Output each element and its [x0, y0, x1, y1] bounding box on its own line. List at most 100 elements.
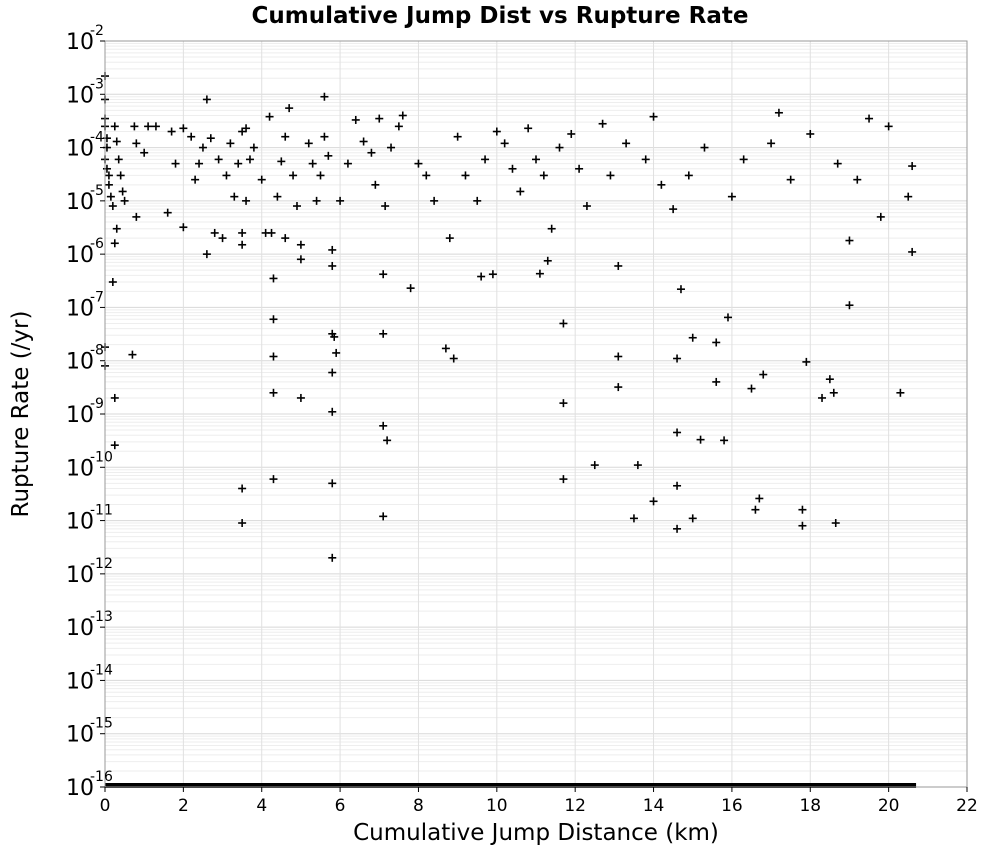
x-axis-label: Cumulative Jump Distance (km) [353, 820, 719, 846]
data-point [343, 159, 352, 168]
x-axis-ticks: 0 2 4 6 8 10 12 14 16 18 20 22 [100, 787, 978, 816]
y-tick-label: 10 [66, 669, 94, 694]
x-tick-label: 14 [643, 796, 665, 816]
data-point [673, 354, 682, 363]
data-point [296, 240, 305, 249]
data-point [116, 171, 125, 180]
data-point [559, 475, 568, 484]
data-point [649, 112, 658, 121]
data-point [700, 143, 709, 152]
y-tick-exponent: -8 [90, 343, 104, 359]
data-point [673, 428, 682, 437]
data-point [406, 284, 415, 293]
y-tick-label: 10 [66, 563, 94, 588]
data-point [130, 122, 139, 131]
y-tick-label: 10 [66, 403, 94, 428]
data-point [688, 333, 697, 342]
y-tick-exponent: -12 [90, 556, 113, 572]
data-point [786, 175, 795, 184]
data-point [727, 192, 736, 201]
data-point [230, 192, 239, 201]
data-point [543, 256, 552, 265]
data-point [238, 484, 247, 493]
data-point [308, 159, 317, 168]
data-point [845, 301, 854, 310]
data-point [477, 272, 486, 281]
data-point [104, 180, 113, 189]
data-point [908, 247, 917, 256]
data-point [379, 421, 388, 430]
data-point [488, 270, 497, 279]
data-point [379, 270, 388, 279]
y-tick-exponent: -2 [90, 23, 104, 39]
data-point [798, 505, 807, 514]
y-tick-exponent: -10 [90, 449, 113, 465]
zero-rate-marker-band [105, 783, 917, 788]
data-point [277, 157, 286, 166]
data-point [375, 114, 384, 123]
data-point [320, 92, 329, 101]
data-point [328, 261, 337, 270]
data-point [555, 143, 564, 152]
data-point [896, 388, 905, 397]
y-tick-label: 10 [66, 776, 94, 801]
data-point [187, 132, 196, 141]
y-tick-exponent: -7 [90, 289, 104, 305]
data-point [614, 261, 623, 270]
data-point [379, 329, 388, 338]
data-point [381, 202, 390, 211]
data-point [120, 196, 129, 205]
y-tick-exponent: -16 [90, 769, 113, 785]
data-point [151, 122, 160, 131]
data-point [257, 175, 266, 184]
y-tick-label: 10 [66, 296, 94, 321]
data-point [226, 139, 235, 148]
data-point [712, 338, 721, 347]
data-point [876, 212, 885, 221]
data-point [242, 196, 251, 205]
x-tick-label: 18 [799, 796, 821, 816]
data-point [222, 171, 231, 180]
data-point [414, 159, 423, 168]
data-point [669, 205, 678, 214]
data-point [516, 187, 525, 196]
y-tick-exponent: -9 [90, 396, 104, 412]
x-tick-label: 10 [486, 796, 508, 816]
data-point [269, 315, 278, 324]
data-point [296, 393, 305, 402]
data-point [304, 139, 313, 148]
data-point [532, 155, 540, 164]
data-point [171, 159, 180, 168]
y-tick-label: 10 [66, 137, 94, 162]
data-point [755, 494, 764, 503]
data-point [453, 132, 462, 141]
data-point [179, 124, 188, 133]
data-point [559, 319, 568, 328]
data-point [614, 352, 623, 361]
y-axis-label: Rupture Rate (/yr) [8, 311, 34, 518]
data-point [831, 519, 840, 528]
data-point [285, 104, 294, 113]
data-point [273, 192, 282, 201]
data-point [547, 224, 556, 233]
data-point [379, 512, 388, 521]
data-point [267, 228, 276, 237]
data-point [210, 228, 219, 237]
data-point [673, 524, 682, 533]
data-point [108, 202, 117, 211]
data-point [535, 269, 544, 278]
data-point [908, 162, 917, 171]
y-tick-exponent: -4 [90, 130, 104, 146]
data-point [712, 377, 721, 386]
data-point [461, 171, 470, 180]
data-point [214, 155, 223, 164]
data-point [102, 164, 111, 173]
data-point [281, 234, 290, 243]
data-point [328, 479, 337, 488]
y-tick-exponent: -6 [90, 236, 104, 252]
data-point [292, 202, 301, 211]
data-point [110, 239, 119, 248]
y-tick-exponent: -14 [90, 662, 113, 678]
data-point [508, 164, 517, 173]
y-tick-label: 10 [66, 350, 94, 375]
